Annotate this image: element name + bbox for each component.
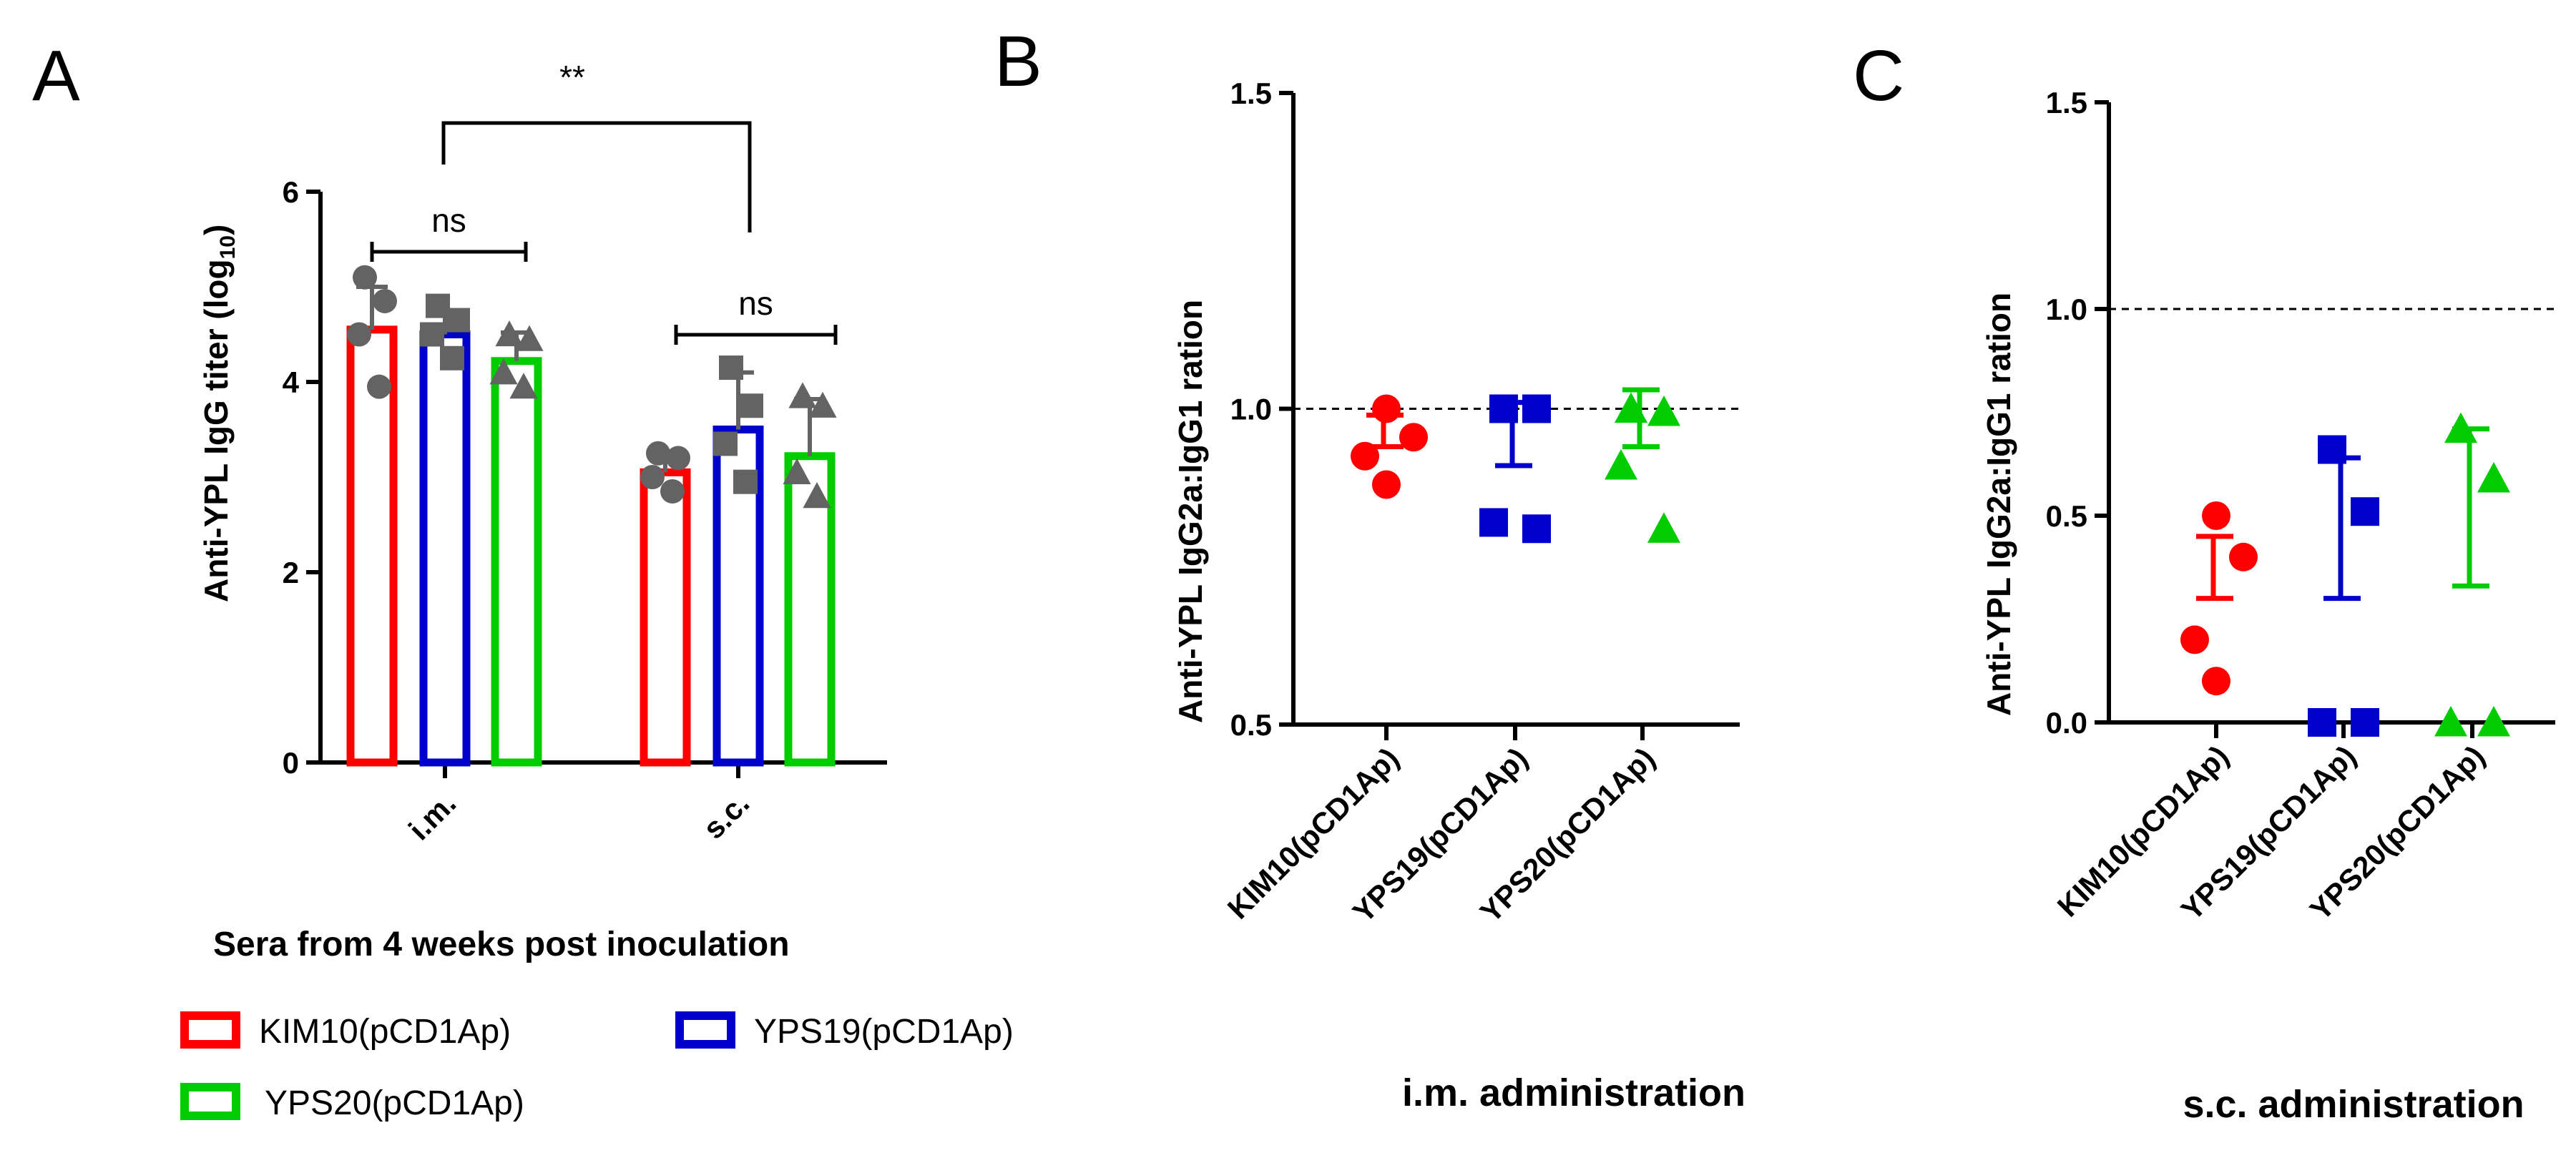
legend-label-kim10: KIM10(pCD1Ap) — [259, 1013, 511, 1051]
panel-b-y-axis-title: Anti-YPL IgG2a:IgG1 ration — [1172, 300, 1209, 723]
panel-a: Anti-YPL IgG titer (log10) 0 2 4 6 i.m. s.c. n… — [197, 59, 887, 847]
panel-b-point-yps19-pcd1ap — [1489, 394, 1518, 423]
panel-a-y-tick-label: 2 — [283, 556, 299, 589]
data-point-kim10-pcd1ap — [347, 322, 371, 347]
panel-c-point-yps19-pcd1ap — [2318, 435, 2346, 464]
panel-c-point-yps20-pcd1ap — [2444, 412, 2477, 443]
panel-b: Anti-YPL IgG2a:IgG1 ration i.m. administ… — [1172, 77, 1745, 1114]
data-point-kim10-pcd1ap — [660, 479, 685, 504]
legend-label-yps20: YPS20(pCD1Ap) — [265, 1084, 524, 1122]
legend-title: Sera from 4 weeks post inoculation — [213, 926, 790, 963]
panel-a-y-tick-label: 4 — [283, 365, 300, 399]
panel-c-y-tick-label: 0.0 — [2046, 706, 2087, 740]
sig-bracket-im-vs-sc — [441, 121, 752, 232]
panel-a-x-tick-label: i.m. — [402, 786, 462, 846]
data-point-yps20-pcd1ap — [803, 482, 831, 509]
legend-swatch-yps20 — [180, 1083, 240, 1120]
data-point-yps20-pcd1ap — [509, 373, 538, 399]
sig-bracket-sc-label: ns — [738, 285, 773, 322]
bar-yps20-pcd1ap-i-m — [491, 357, 542, 767]
panel-a-y-tick-label: 0 — [283, 746, 299, 780]
panel-b-plot: 0.51.01.5KIM10(pCD1Ap)YPS19(pCD1Ap)YPS20… — [1221, 77, 1740, 929]
bar-kim10-pcd1ap-s-c — [640, 468, 691, 767]
legend-swatch-yps19 — [675, 1011, 735, 1049]
data-point-yps20-pcd1ap — [495, 320, 524, 347]
data-point-kim10-pcd1ap — [353, 265, 377, 290]
panel-b-point-yps19-pcd1ap — [1479, 508, 1508, 537]
panel-c: Anti-YPL IgG2a:IgG1 ration s.c. administ… — [1980, 86, 2555, 1126]
bar-yps19-pcd1ap-i-m — [419, 330, 471, 767]
panel-b-point-yps20-pcd1ap — [1647, 512, 1680, 543]
panel-b-y-tick-label: 1.0 — [1230, 393, 1272, 426]
data-point-yps20-pcd1ap — [788, 382, 817, 408]
panel-b-point-kim10-pcd1ap — [1399, 423, 1428, 452]
data-point-kim10-pcd1ap — [367, 374, 391, 399]
panel-b-point-kim10-pcd1ap — [1372, 394, 1401, 423]
panel-c-point-yps19-pcd1ap — [2308, 708, 2336, 737]
panel-a-letter: A — [32, 36, 80, 116]
panel-c-y-tick-label: 1.5 — [2046, 86, 2087, 119]
data-point-kim10-pcd1ap — [373, 288, 397, 313]
data-point-yps20-pcd1ap — [515, 325, 544, 351]
panel-b-point-yps20-pcd1ap — [1615, 392, 1647, 423]
data-point-yps20-pcd1ap — [808, 391, 837, 418]
panel-c-plot: 0.00.51.01.5KIM10(pCD1Ap)YPS19(pCD1Ap)YP… — [2046, 86, 2555, 927]
panel-c-point-yps20-pcd1ap — [2477, 706, 2510, 737]
legend-swatch-kim10 — [180, 1011, 240, 1049]
panel-b-y-tick-label: 1.5 — [1230, 77, 1272, 110]
data-point-yps19-pcd1ap — [739, 393, 763, 418]
panel-b-point-yps19-pcd1ap — [1522, 394, 1551, 423]
panel-b-point-kim10-pcd1ap — [1351, 441, 1379, 471]
panel-c-point-yps19-pcd1ap — [2351, 497, 2379, 526]
panel-a-y-tick-label: 6 — [283, 175, 299, 209]
data-point-yps20-pcd1ap — [489, 358, 518, 385]
sig-bracket-im-vs-sc-label: ** — [559, 59, 585, 96]
data-point-yps19-pcd1ap — [733, 469, 758, 494]
panel-c-point-kim10-pcd1ap — [2202, 667, 2230, 696]
data-point-yps19-pcd1ap — [719, 355, 743, 381]
panel-c-point-yps20-pcd1ap — [2477, 461, 2510, 493]
panel-c-y-axis-title: Anti-YPL IgG2a:IgG1 ration — [1980, 293, 2017, 716]
panel-c-letter: C — [1853, 36, 1904, 116]
panel-b-letter: B — [994, 21, 1042, 102]
panel-c-x-axis-title: s.c. administration — [2183, 1083, 2524, 1126]
panel-b-x-axis-title: i.m. administration — [1402, 1071, 1745, 1114]
data-point-yps20-pcd1ap — [783, 458, 811, 484]
panel-c-point-kim10-pcd1ap — [2180, 625, 2209, 654]
panel-c-point-yps19-pcd1ap — [2351, 708, 2379, 737]
panel-c-point-kim10-pcd1ap — [2202, 501, 2230, 530]
legend: Sera from 4 weeks post inoculation KIM10… — [180, 926, 1014, 1122]
data-point-kim10-pcd1ap — [646, 441, 670, 466]
panel-b-point-kim10-pcd1ap — [1372, 470, 1401, 499]
data-point-yps19-pcd1ap — [713, 431, 738, 456]
data-point-yps19-pcd1ap — [446, 308, 470, 333]
panel-c-point-kim10-pcd1ap — [2229, 542, 2258, 571]
legend-label-yps19: YPS19(pCD1Ap) — [754, 1013, 1014, 1051]
data-point-yps19-pcd1ap — [440, 345, 464, 371]
panel-b-y-tick-label: 0.5 — [1230, 708, 1272, 742]
sig-bracket-im-label: ns — [431, 202, 466, 239]
panel-a-x-tick-label: s.c. — [697, 786, 756, 845]
panel-b-point-yps20-pcd1ap — [1605, 448, 1637, 480]
panel-a-plot: 0 2 4 6 i.m. s.c. ns ns ** — [283, 59, 887, 847]
data-point-kim10-pcd1ap — [640, 465, 665, 489]
panel-a-y-axis-title: Anti-YPL IgG titer (log10) — [197, 225, 240, 602]
panel-c-point-yps20-pcd1ap — [2434, 706, 2467, 737]
data-point-kim10-pcd1ap — [666, 446, 690, 471]
panel-c-y-tick-label: 1.0 — [2046, 293, 2087, 326]
data-point-yps19-pcd1ap — [420, 322, 444, 347]
panel-b-point-yps19-pcd1ap — [1522, 514, 1551, 544]
panel-c-y-tick-label: 0.5 — [2046, 499, 2087, 533]
panel-b-point-yps20-pcd1ap — [1647, 395, 1680, 426]
